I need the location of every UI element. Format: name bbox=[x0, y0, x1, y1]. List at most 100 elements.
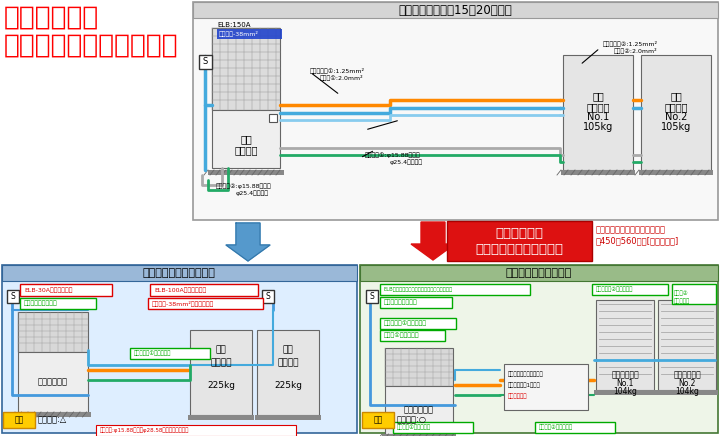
Bar bbox=[96, 425, 296, 436]
Text: 室外ユニット: 室外ユニット bbox=[611, 371, 639, 379]
Text: S: S bbox=[11, 292, 15, 301]
Bar bbox=[148, 298, 263, 309]
Text: 省工事性:△: 省工事性:△ bbox=[38, 416, 67, 425]
Text: （450・560型）[冷媒１系統]: （450・560型）[冷媒１系統] bbox=[596, 236, 679, 245]
Bar bbox=[188, 415, 254, 420]
Text: 床置リモコン型の場合: 床置リモコン型の場合 bbox=[506, 268, 572, 278]
Text: 室外ユニット: 室外ユニット bbox=[673, 371, 701, 379]
Text: 電源配線-38mm²【新設工事】: 電源配線-38mm²【新設工事】 bbox=[152, 300, 215, 307]
Bar bbox=[193, 2, 718, 18]
Text: ユニット: ユニット bbox=[234, 145, 258, 155]
Polygon shape bbox=[226, 223, 270, 261]
Bar bbox=[362, 412, 394, 428]
Text: ELB:150A: ELB:150A bbox=[217, 22, 251, 28]
Text: ユニット: ユニット bbox=[665, 102, 688, 112]
Bar bbox=[7, 290, 19, 303]
Bar bbox=[447, 221, 592, 261]
Text: No.1: No.1 bbox=[587, 112, 609, 122]
Text: 225kg: 225kg bbox=[274, 381, 302, 389]
Bar bbox=[199, 55, 212, 69]
Bar bbox=[15, 412, 91, 417]
Text: 評価: 評価 bbox=[14, 416, 24, 425]
Bar bbox=[360, 265, 718, 281]
Bar bbox=[130, 348, 210, 359]
Text: 105kg: 105kg bbox=[583, 122, 613, 132]
Bar bbox=[561, 170, 635, 175]
Bar bbox=[190, 330, 252, 415]
Bar bbox=[2, 265, 357, 433]
Text: 高い再利用性: 高い再利用性 bbox=[4, 5, 99, 31]
Text: 225kg: 225kg bbox=[207, 381, 235, 389]
Text: 【再利用】: 【再利用】 bbox=[674, 298, 690, 303]
Bar bbox=[208, 170, 284, 175]
Text: 105kg: 105kg bbox=[661, 122, 691, 132]
Bar bbox=[382, 434, 456, 436]
Text: φ25.4（ガス）: φ25.4（ガス） bbox=[390, 159, 423, 165]
Text: S: S bbox=[266, 292, 271, 301]
Text: 室外: 室外 bbox=[592, 91, 604, 101]
Text: 操作回路線②【再利用】: 操作回路線②【再利用】 bbox=[596, 287, 634, 292]
Text: 動力線②:2.0mm²: 動力線②:2.0mm² bbox=[614, 48, 657, 54]
Bar bbox=[639, 170, 713, 175]
Text: 配管連結だけで済みます: 配管連結だけで済みます bbox=[475, 242, 563, 255]
Text: 新たな工事は: 新たな工事は bbox=[495, 226, 543, 239]
Text: No.2: No.2 bbox=[678, 378, 696, 388]
Text: ユニット: ユニット bbox=[277, 358, 299, 368]
Bar bbox=[262, 290, 274, 303]
Bar bbox=[592, 284, 668, 295]
Text: 104kg: 104kg bbox=[675, 386, 699, 395]
Bar bbox=[18, 352, 88, 412]
Text: ELB-30A【新設工事】: ELB-30A【新設工事】 bbox=[24, 287, 73, 293]
Text: 評価: 評価 bbox=[374, 416, 382, 425]
Text: 既設リモコン型（15〜20年前）: 既設リモコン型（15〜20年前） bbox=[398, 3, 512, 17]
Bar bbox=[594, 390, 656, 395]
Bar bbox=[380, 330, 445, 341]
Text: 室外: 室外 bbox=[215, 345, 226, 354]
Text: 冷媒配管②【再利用】: 冷媒配管②【再利用】 bbox=[539, 425, 573, 430]
Text: ユニット: ユニット bbox=[210, 358, 232, 368]
Bar bbox=[366, 290, 378, 303]
Text: 分岐管（市販ティーズ）: 分岐管（市販ティーズ） bbox=[508, 371, 544, 377]
Polygon shape bbox=[411, 222, 455, 260]
Bar bbox=[3, 412, 35, 428]
Text: ELB（再利用可。ただし高調波対応品に限る）: ELB（再利用可。ただし高調波対応品に限る） bbox=[384, 287, 453, 292]
Text: 【追加工事】: 【追加工事】 bbox=[508, 393, 528, 399]
Text: （液・ガス各1カ所）: （液・ガス各1カ所） bbox=[508, 382, 541, 388]
Bar bbox=[380, 284, 530, 295]
Bar bbox=[20, 284, 112, 296]
Text: 冷媒配管①【再利用】: 冷媒配管①【再利用】 bbox=[397, 425, 431, 430]
Text: 電源配線-38mm²: 電源配線-38mm² bbox=[219, 31, 259, 37]
Bar bbox=[504, 364, 588, 410]
Bar bbox=[385, 348, 453, 386]
Text: 床置セパレート型の場合: 床置セパレート型の場合 bbox=[143, 268, 215, 278]
Text: 104kg: 104kg bbox=[613, 386, 637, 395]
Text: 室内ユニット: 室内ユニット bbox=[404, 405, 434, 415]
Bar bbox=[212, 110, 280, 168]
Text: 工事コストの低減に貢献: 工事コストの低減に貢献 bbox=[4, 33, 179, 59]
Bar bbox=[658, 300, 716, 390]
Bar bbox=[360, 265, 718, 433]
Text: 室内ユニット: 室内ユニット bbox=[38, 378, 68, 386]
Text: 省工事性:○: 省工事性:○ bbox=[397, 416, 427, 425]
Bar bbox=[535, 422, 615, 433]
Bar bbox=[656, 390, 718, 395]
Text: 操作回路線①:1.25mm²: 操作回路線①:1.25mm² bbox=[310, 68, 365, 74]
Bar bbox=[641, 55, 711, 170]
Text: 冷媒配管②:φ15.88（液）: 冷媒配管②:φ15.88（液） bbox=[216, 183, 271, 189]
Text: S: S bbox=[203, 58, 208, 67]
Text: 冷媒配管:φ15.88（液）φ28.58（ガス）新設工事: 冷媒配管:φ15.88（液）φ28.58（ガス）新設工事 bbox=[100, 428, 189, 433]
Text: 操作回路線①【再利用】: 操作回路線①【再利用】 bbox=[384, 321, 427, 326]
Text: φ25.4（ガス）: φ25.4（ガス） bbox=[236, 190, 269, 196]
Bar bbox=[393, 422, 473, 433]
Bar bbox=[380, 318, 456, 329]
Bar bbox=[217, 29, 282, 39]
Bar bbox=[2, 265, 357, 281]
Bar bbox=[193, 2, 718, 220]
Text: 室外: 室外 bbox=[670, 91, 682, 101]
Text: 操作回路線②:1.25mm²: 操作回路線②:1.25mm² bbox=[603, 41, 658, 47]
Bar bbox=[596, 300, 654, 390]
Bar bbox=[150, 284, 258, 296]
Bar bbox=[257, 330, 319, 415]
Text: ELB-100A【新設工事】: ELB-100A【新設工事】 bbox=[154, 287, 206, 293]
Bar bbox=[672, 284, 716, 304]
